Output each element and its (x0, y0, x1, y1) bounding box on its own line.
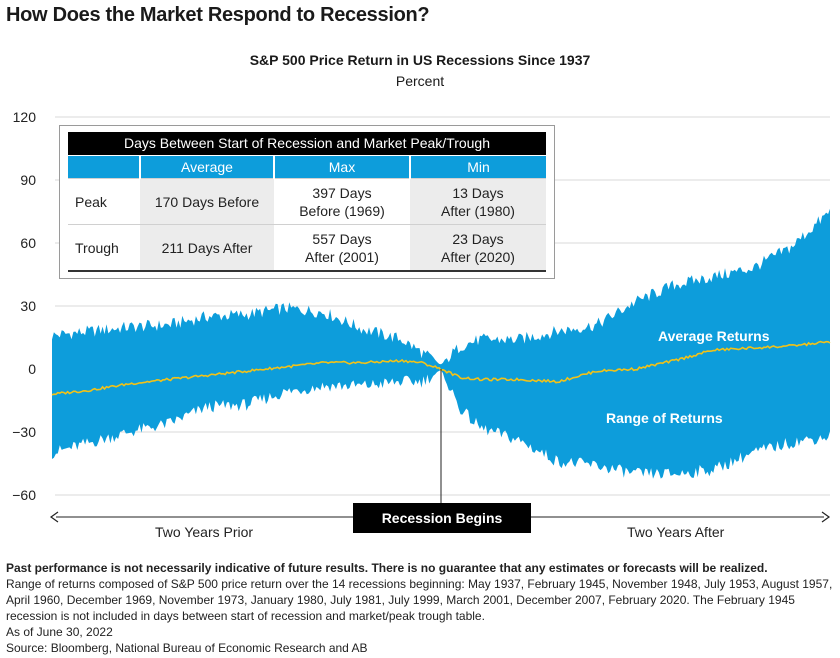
trough-min-days: 23 Days (452, 230, 504, 247)
y-axis-ticks: 120 90 60 30 0 −30 −60 (12, 109, 36, 503)
methodology-note: Range of returns composed of S&P 500 pri… (6, 577, 833, 623)
y-tick-label: 60 (20, 235, 36, 251)
two-years-after-label: Two Years After (627, 524, 725, 540)
peak-min: 13 Days After (1980) (410, 178, 546, 225)
trough-average: 211 Days After (140, 224, 274, 272)
table-row-trough: Trough 211 Days After 557 Days After (200… (68, 224, 546, 272)
chart-svg: 120 90 60 30 0 −30 −60 Average Returns Range o… (12, 109, 831, 540)
chart-subtitle: Percent (395, 73, 445, 89)
y-tick-label: 30 (20, 298, 36, 314)
peak-max-detail: Before (1969) (299, 202, 385, 219)
recession-begins-label: Recession Begins (353, 503, 531, 533)
peak-min-days: 13 Days (452, 184, 504, 201)
two-years-prior-label: Two Years Prior (155, 524, 253, 540)
y-tick-label: −30 (12, 424, 36, 440)
trough-min: 23 Days After (2020) (410, 224, 546, 272)
peak-average: 170 Days Before (140, 178, 274, 225)
table-header-min: Min (410, 156, 546, 179)
days-table: Days Between Start of Recession and Mark… (59, 125, 555, 279)
trough-max: 557 Days After (2001) (274, 224, 410, 272)
average-returns-label: Average Returns (658, 328, 770, 344)
table-title: Days Between Start of Recession and Mark… (68, 132, 546, 155)
y-tick-label: 120 (13, 109, 37, 125)
trough-max-detail: After (2001) (305, 248, 379, 265)
peak-max-days: 397 Days (312, 184, 372, 201)
y-tick-label: 90 (20, 172, 36, 188)
row-label-peak: Peak (68, 178, 140, 225)
table-header-row: Average Max Min (68, 156, 546, 179)
table-header-blank (68, 156, 141, 179)
as-of-date: As of June 30, 2022 (6, 625, 113, 639)
trough-min-detail: After (2020) (441, 248, 515, 265)
row-label-trough: Trough (68, 224, 140, 272)
stats-table: Average Max Min Peak 170 Days Before 397… (68, 156, 546, 272)
peak-max: 397 Days Before (1969) (274, 178, 410, 225)
disclaimer-text: Past performance is not necessarily indi… (6, 561, 768, 575)
y-tick-label: −60 (12, 487, 36, 503)
table-row-peak: Peak 170 Days Before 397 Days Before (196… (68, 178, 546, 225)
peak-min-detail: After (1980) (441, 202, 515, 219)
table-header-average: Average (140, 156, 275, 179)
y-tick-label: 0 (28, 361, 36, 377)
chart-title: S&P 500 Price Return in US Recessions Si… (249, 52, 591, 68)
table-header-max: Max (274, 156, 411, 179)
footnotes: Past performance is not necessarily indi… (6, 560, 834, 656)
source-note: Source: Bloomberg, National Bureau of Ec… (6, 641, 368, 655)
trough-max-days: 557 Days (312, 230, 372, 247)
range-of-returns-area (52, 208, 830, 479)
page-heading: How Does the Market Respond to Recession… (6, 4, 430, 26)
range-of-returns-label: Range of Returns (606, 410, 723, 426)
